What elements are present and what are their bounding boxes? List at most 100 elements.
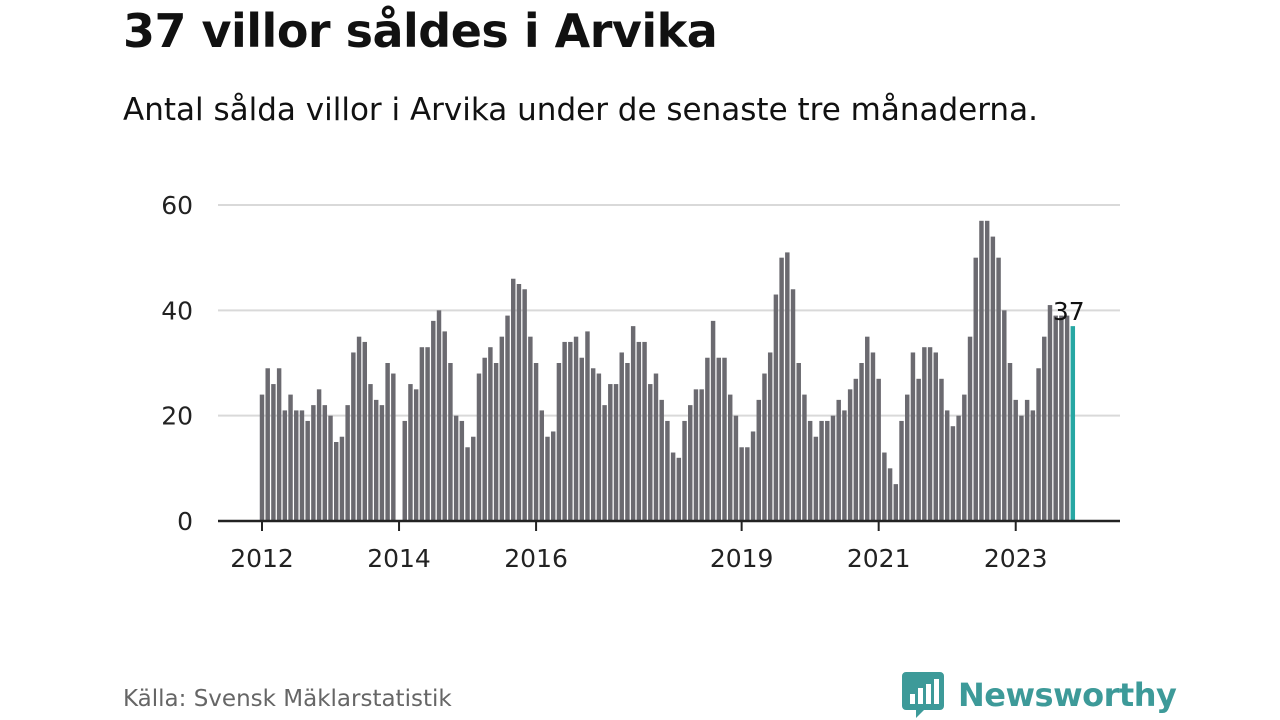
bar <box>910 352 916 521</box>
bar <box>442 331 447 521</box>
bar <box>499 336 505 521</box>
bar <box>613 384 619 521</box>
bar <box>511 278 516 521</box>
bar <box>665 420 670 521</box>
bar <box>642 341 647 521</box>
bar <box>339 436 345 521</box>
bar <box>984 220 990 522</box>
bar <box>573 336 579 521</box>
bar <box>271 384 276 521</box>
bar <box>550 431 556 521</box>
bar <box>733 415 739 521</box>
bar <box>1036 368 1041 521</box>
page-title: 37 villor såldes i Arvika <box>123 4 718 58</box>
bar <box>796 363 801 521</box>
bar <box>585 331 590 521</box>
bar <box>265 368 270 521</box>
newsworthy-logo-icon <box>902 672 944 718</box>
bar <box>385 363 390 521</box>
bar <box>710 320 716 521</box>
x-tick-label: 2019 <box>710 544 774 573</box>
bar <box>693 389 699 521</box>
bar <box>916 378 921 521</box>
bar <box>670 452 676 521</box>
bar <box>950 426 956 521</box>
bar <box>1019 415 1024 521</box>
bar <box>779 257 784 521</box>
bar <box>328 415 333 521</box>
bar <box>1030 410 1036 521</box>
y-tick-label: 40 <box>161 296 193 325</box>
bar <box>1064 315 1070 521</box>
bar <box>830 415 836 521</box>
bar <box>419 347 425 521</box>
bar-layer <box>259 220 1076 522</box>
bar <box>1047 305 1053 521</box>
bar <box>259 394 265 521</box>
bar <box>362 341 367 521</box>
brand-logo[interactable]: Newsworthy <box>902 672 1177 718</box>
bar <box>967 336 973 521</box>
bar <box>1042 336 1047 521</box>
bar <box>973 257 978 521</box>
bar <box>905 394 910 521</box>
bar <box>842 410 847 521</box>
bar <box>944 410 950 521</box>
x-tick-label: 2014 <box>367 544 431 573</box>
bar <box>482 357 487 521</box>
bar <box>688 405 693 521</box>
y-tick-label: 0 <box>177 507 193 536</box>
bar <box>653 373 659 521</box>
bar <box>305 420 310 521</box>
bar <box>773 294 779 521</box>
bar <box>870 352 876 521</box>
bar <box>899 420 904 521</box>
bar <box>716 357 722 521</box>
bar <box>933 352 938 521</box>
bar <box>1024 399 1030 521</box>
bar <box>865 336 870 521</box>
bar <box>516 284 522 521</box>
bar <box>459 420 465 521</box>
bar <box>762 373 767 521</box>
bar <box>596 373 602 521</box>
bar <box>562 341 567 521</box>
y-tick-label: 20 <box>161 402 193 431</box>
bar <box>630 326 636 521</box>
bar <box>990 236 996 521</box>
bar <box>962 394 967 521</box>
y-tick-label: 60 <box>161 191 193 220</box>
bar <box>431 320 436 521</box>
bar <box>699 389 704 521</box>
bar <box>939 378 944 521</box>
bar <box>722 357 727 521</box>
bar <box>391 373 396 521</box>
bar <box>322 405 328 521</box>
bar <box>276 368 282 521</box>
bar <box>465 447 470 521</box>
bar <box>282 410 288 521</box>
bar <box>813 436 819 521</box>
bar <box>408 384 413 521</box>
highlight-value-label: 37 <box>1053 297 1085 326</box>
x-tick-label: 2016 <box>504 544 568 573</box>
bar <box>876 378 881 521</box>
bar <box>785 252 790 521</box>
bar <box>373 399 379 521</box>
bar <box>294 410 299 521</box>
bar <box>556 363 562 521</box>
bar <box>345 405 350 521</box>
bar <box>802 394 807 521</box>
bar <box>853 378 859 521</box>
page-subtitle: Antal sålda villor i Arvika under de sen… <box>123 92 1038 128</box>
bar <box>316 389 322 521</box>
bar <box>859 363 864 521</box>
bar <box>1013 399 1018 521</box>
bar <box>539 410 545 521</box>
bar <box>379 405 385 521</box>
bar-highlight <box>1070 326 1076 521</box>
bar <box>676 457 682 521</box>
bar <box>528 336 533 521</box>
x-tick-label: 2021 <box>847 544 911 573</box>
